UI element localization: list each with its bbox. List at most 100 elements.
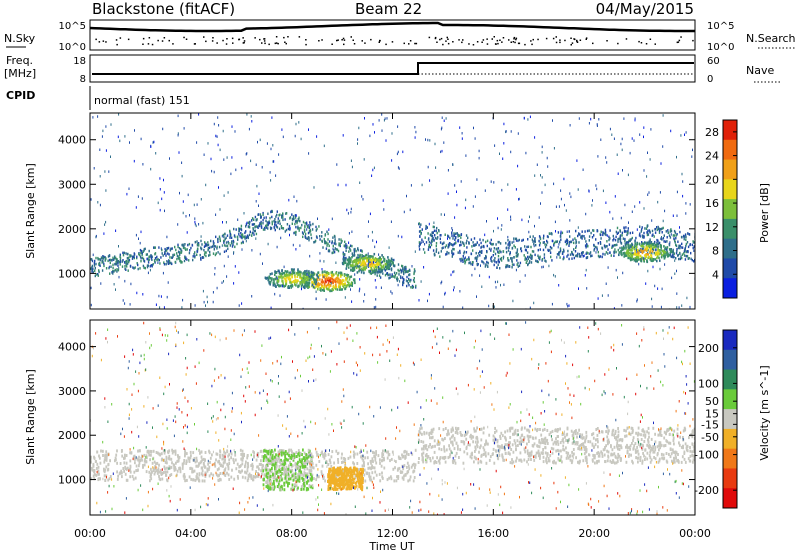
nsearch-point	[576, 41, 579, 43]
power-cell	[103, 255, 105, 259]
power-cell	[650, 253, 652, 257]
velocity-cell	[154, 465, 156, 469]
power-cell	[350, 268, 352, 271]
power-cell	[420, 241, 422, 244]
power-cell	[601, 255, 603, 259]
power-cell	[458, 234, 460, 237]
velocity-cell	[341, 461, 343, 464]
velocity-cell	[158, 463, 160, 467]
power-cell	[477, 263, 479, 266]
power-cell	[340, 238, 342, 241]
power-cell	[196, 253, 198, 256]
power-cell	[346, 244, 348, 248]
power-noise	[462, 306, 464, 309]
power-cell	[332, 236, 334, 239]
nsearch-point	[95, 38, 97, 41]
velocity-cell	[228, 458, 231, 462]
power-cell	[634, 257, 637, 260]
power-cell	[372, 269, 374, 273]
power-cell	[451, 255, 453, 258]
power-noise	[476, 178, 478, 181]
power-cell	[470, 238, 473, 241]
power-noise	[206, 295, 208, 299]
power-noise	[614, 195, 616, 198]
power-cell	[678, 244, 680, 248]
power-cell	[570, 240, 573, 244]
power-cell	[678, 257, 680, 261]
power-cell	[645, 253, 648, 256]
velocity-cell	[438, 461, 441, 465]
velocity-cell	[159, 469, 162, 473]
power-cell	[213, 245, 215, 248]
power-cell	[110, 265, 112, 268]
velocity-cell	[367, 462, 369, 466]
power-cell	[127, 259, 129, 262]
power-cell	[406, 280, 408, 283]
velocity-cell	[215, 473, 218, 477]
power-cell	[521, 239, 523, 242]
power-cell	[447, 234, 449, 237]
velocity-cell	[223, 472, 226, 476]
power-cell	[289, 273, 291, 276]
velocity-cell	[398, 466, 401, 470]
power-cell	[508, 246, 510, 249]
power-cell	[658, 256, 660, 260]
velocity-cell	[121, 454, 124, 458]
velocity-cell	[621, 439, 624, 443]
power-noise	[497, 217, 498, 220]
power-cell	[163, 261, 165, 264]
power-cell	[456, 232, 458, 235]
velocity-cell	[613, 445, 616, 449]
power-noise	[424, 243, 426, 246]
velocity-cell	[637, 442, 640, 446]
power-cell	[505, 250, 508, 254]
power-cell	[645, 246, 647, 249]
power-cell	[394, 273, 396, 277]
power-noise	[529, 215, 530, 219]
power-cell	[467, 236, 469, 240]
velocity-cell	[204, 451, 207, 454]
power-cell	[92, 267, 94, 270]
power-cell	[327, 278, 329, 282]
power-cell	[243, 235, 245, 239]
power-cell	[339, 271, 342, 274]
power-cell	[465, 241, 467, 245]
power-noise	[105, 125, 107, 128]
power-cell	[262, 222, 264, 225]
power-cell	[299, 282, 301, 286]
velocity-cell	[342, 460, 344, 464]
power-noise	[636, 298, 638, 301]
power-cell	[281, 214, 283, 217]
power-cell	[347, 274, 350, 277]
velocity-cell	[166, 461, 168, 465]
power-cell	[453, 234, 455, 238]
velocity-cell	[421, 458, 424, 462]
power-noise	[444, 213, 445, 216]
velocity-cell	[235, 467, 238, 471]
velocity-cell	[448, 447, 451, 451]
power-noise	[643, 126, 645, 129]
power-cell	[295, 284, 297, 287]
power-noise	[529, 306, 531, 309]
power-cell	[618, 253, 620, 257]
power-cell	[122, 251, 124, 255]
velocity-cell	[134, 457, 136, 461]
power-cell	[153, 246, 156, 249]
power-cell	[294, 275, 296, 279]
power-cell	[304, 235, 306, 238]
power-noise	[164, 209, 165, 213]
velocity-cell	[373, 466, 376, 470]
power-noise	[651, 305, 653, 308]
power-noise	[233, 251, 235, 254]
power-noise	[631, 137, 633, 140]
power-cell	[142, 250, 144, 253]
power-cell	[347, 258, 350, 261]
velocity-cell	[635, 431, 637, 435]
power-noise	[440, 213, 442, 216]
power-cell	[321, 285, 323, 289]
nsearch-point	[692, 39, 694, 42]
power-cell	[691, 258, 693, 262]
velocity-cell	[352, 461, 354, 465]
power-cell	[291, 218, 294, 222]
power-noise	[605, 156, 607, 159]
